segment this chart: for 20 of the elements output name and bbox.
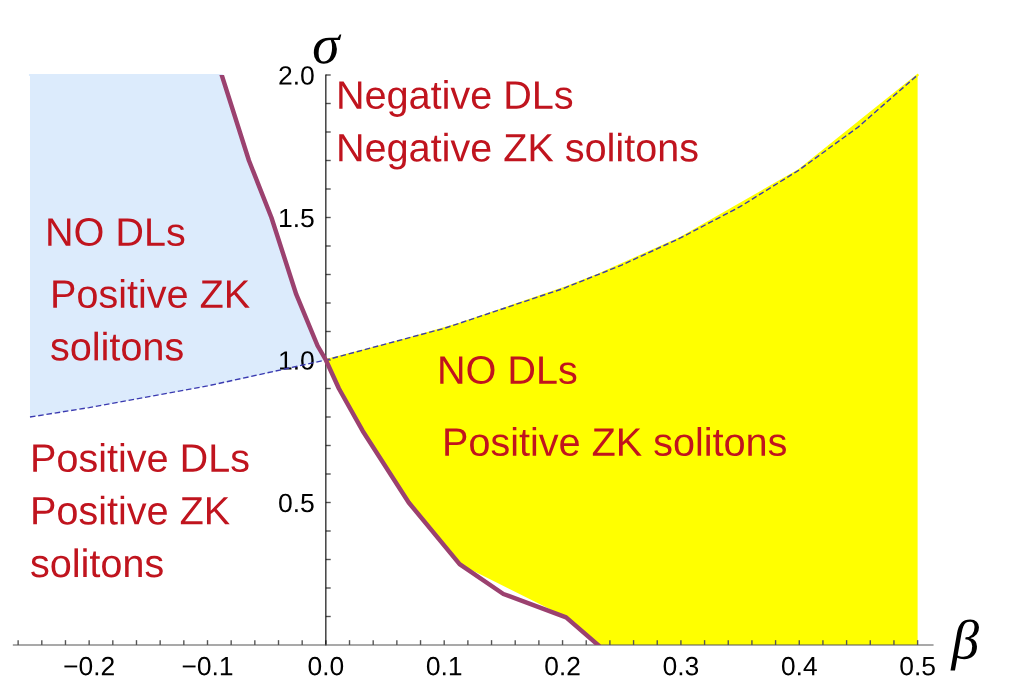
y-tick-label: 1.5	[280, 208, 314, 228]
x-tick-label: 0.0	[308, 656, 344, 676]
y-axis-title: σ	[313, 34, 342, 64]
annotation: Negative DLs Negative ZK solitons	[339, 80, 698, 170]
y-tick-label: 1.0	[280, 351, 314, 370]
annotation: Positive ZK solitons	[51, 279, 250, 361]
x-tick-label: 0.1	[426, 656, 462, 676]
annotation: Positive DLs Positive ZK solitons	[31, 443, 249, 578]
annotation: Positive ZK solitons	[445, 427, 786, 457]
y-tick-label: 2.0	[279, 66, 314, 85]
y-tick-label: 0.5	[279, 493, 314, 513]
x-tick-label: −0.2	[64, 656, 114, 676]
x-tick-label: 0.5	[900, 656, 935, 676]
x-axis-title: β	[950, 619, 979, 671]
x-tick-label: 0.4	[781, 656, 817, 676]
annotation: NO DLs	[440, 356, 577, 385]
annotation: NO DLs	[48, 218, 185, 247]
x-tick-label: 0.3	[663, 656, 699, 676]
x-tick-label: −0.1	[182, 656, 233, 676]
x-tick-label: 0.2	[545, 656, 580, 676]
